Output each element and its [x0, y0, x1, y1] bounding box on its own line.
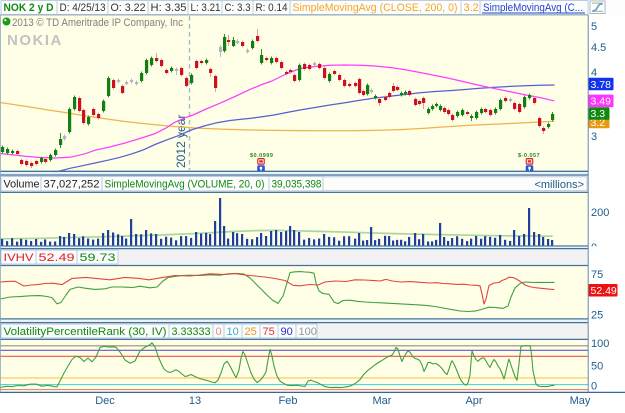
svg-text:O: 3.22: O: 3.22: [111, 2, 146, 14]
svg-text:100: 100: [299, 326, 317, 338]
svg-text:39,035,398: 39,035,398: [272, 179, 322, 191]
svg-text:0: 0: [591, 380, 597, 392]
svg-text:50: 50: [591, 360, 603, 372]
svg-text:3.49: 3.49: [591, 96, 612, 108]
svg-text:Volume: Volume: [4, 179, 40, 191]
svg-text:Feb: Feb: [279, 395, 298, 407]
svg-text:2012 year: 2012 year: [174, 115, 188, 168]
svg-text:L: 3.21: L: 3.21: [191, 2, 221, 14]
svg-text:$-0.057: $-0.057: [518, 153, 540, 159]
svg-text:NOK 2 y D: NOK 2 y D: [4, 2, 54, 14]
svg-text:200: 200: [591, 207, 609, 219]
svg-text:Mar: Mar: [373, 395, 392, 407]
svg-text:D: 4/25/13: D: 4/25/13: [60, 2, 106, 14]
svg-text:0: 0: [591, 242, 597, 254]
svg-text:4: 4: [591, 67, 597, 79]
svg-text:3: 3: [591, 131, 597, 143]
svg-text:100: 100: [591, 338, 609, 350]
svg-text:IVHV: IVHV: [4, 252, 35, 264]
svg-text:3.78: 3.78: [591, 79, 612, 91]
svg-text:VolatilityPercentileRank (30,: VolatilityPercentileRank (30, IV): [4, 326, 167, 338]
svg-text:37,027,252: 37,027,252: [44, 179, 100, 191]
svg-text:13: 13: [189, 395, 201, 407]
svg-text:3.33333: 3.33333: [172, 326, 211, 338]
svg-text:75: 75: [591, 269, 603, 281]
svg-text:52.49: 52.49: [591, 285, 617, 297]
svg-text:75: 75: [263, 326, 275, 338]
svg-text:25: 25: [591, 310, 603, 322]
svg-text:SimpleMovingAvg (VOLUME, 20, 0: SimpleMovingAvg (VOLUME, 20, 0): [105, 179, 265, 191]
svg-text:Apr: Apr: [465, 395, 482, 407]
svg-text:2013 © TD Ameritrade IP Compan: 2013 © TD Ameritrade IP Company, Inc: [12, 17, 183, 29]
svg-text:<millions>: <millions>: [534, 179, 584, 191]
svg-text:5: 5: [591, 21, 597, 33]
svg-text:52.49: 52.49: [39, 252, 75, 264]
svg-text:3.2: 3.2: [591, 117, 606, 129]
svg-text:0: 0: [216, 326, 222, 338]
svg-text:SimpleMovingAvg (C...: SimpleMovingAvg (C...: [483, 2, 583, 14]
svg-text:May: May: [570, 395, 591, 407]
svg-text:4.5: 4.5: [591, 42, 606, 54]
svg-text:NOKIA: NOKIA: [7, 32, 63, 49]
svg-text:25: 25: [245, 326, 257, 338]
svg-text:H: 3.35: H: 3.35: [151, 2, 187, 14]
svg-text:3.2: 3.2: [464, 2, 479, 14]
svg-text:SimpleMovingAvg (CLOSE, 200, 0: SimpleMovingAvg (CLOSE, 200, 0): [293, 2, 458, 14]
svg-text:C: 3.3: C: 3.3: [225, 2, 251, 14]
svg-text:$0.0999: $0.0999: [250, 153, 273, 159]
svg-text:Dec: Dec: [95, 395, 115, 407]
svg-text:R: 0.14: R: 0.14: [256, 2, 288, 14]
svg-text:10: 10: [227, 326, 239, 338]
svg-text:59.73: 59.73: [80, 252, 116, 264]
svg-text:3.3: 3.3: [591, 108, 606, 120]
svg-text:90: 90: [281, 326, 293, 338]
